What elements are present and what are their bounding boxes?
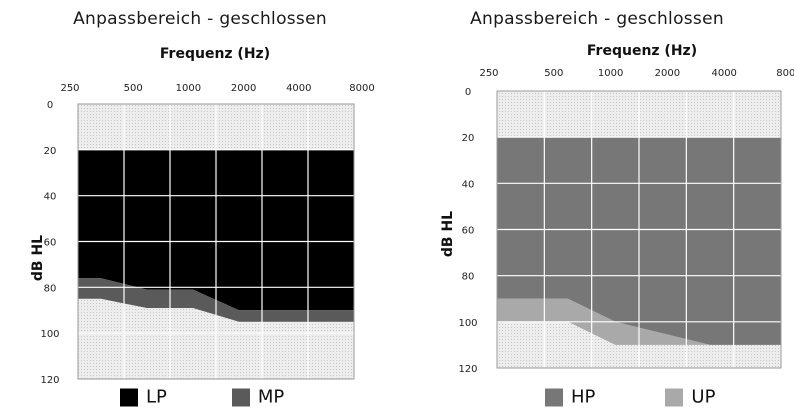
y-tick-label: 100 <box>40 329 59 340</box>
y-tick-label: 100 <box>458 318 477 329</box>
y-tick-label: 60 <box>462 226 475 237</box>
y-tick-label: 120 <box>458 364 477 375</box>
x-tick-label: 4000 <box>711 68 736 79</box>
x-tick-label: 2000 <box>655 68 680 79</box>
x-tick-label: 8000 <box>776 68 794 79</box>
x-tick-label: 1000 <box>598 68 623 79</box>
y-tick-label: 40 <box>44 192 57 203</box>
x-tick-label: 4000 <box>286 83 311 94</box>
y-tick-label: 0 <box>47 100 53 111</box>
chart-left: Anpassbereich - geschlossen Frequenz (Hz… <box>30 9 375 408</box>
legend-label-mp: MP <box>257 386 285 408</box>
plot-area: 250 500 1000 2000 4000 8000 0 20 40 60 80 100 120 <box>458 68 794 375</box>
legend-item: LP <box>120 387 167 408</box>
legend-swatch-up <box>665 388 684 406</box>
y-tick-label: 0 <box>465 87 471 98</box>
y-tick-label: 120 <box>40 375 59 386</box>
x-tick-label: 1000 <box>176 83 201 94</box>
legend-label-hp: HP <box>571 386 596 408</box>
legend-swatch-lp <box>120 388 138 406</box>
x-tick-label: 2000 <box>231 83 256 94</box>
legend-swatch-hp <box>545 388 563 406</box>
x-tick-label: 500 <box>124 83 143 94</box>
chart-right: Anpassbereich - geschlossen Frequenz (Hz… <box>400 0 794 413</box>
plot-border <box>496 90 782 369</box>
y-tick-label: 20 <box>462 133 475 144</box>
chart-title: Anpassbereich - geschlossen <box>470 9 724 29</box>
x-tick-label: 500 <box>544 68 563 79</box>
plot-border <box>77 103 355 380</box>
y-tick-label: 80 <box>44 283 57 294</box>
legend-label-lp: LP <box>146 386 167 408</box>
legend-item: MP <box>231 386 285 408</box>
legend-label-up: UP <box>691 386 716 408</box>
x-tick-label: 8000 <box>349 83 374 94</box>
y-tick-label: 60 <box>44 238 57 249</box>
x-tick-label: 250 <box>60 83 79 94</box>
y-tick-label: 80 <box>462 272 475 283</box>
x-axis-label: Frequenz (Hz) <box>586 43 698 59</box>
plot-area: 250 500 1000 2000 4000 8000 0 20 40 60 80 100 120 <box>40 83 374 386</box>
x-axis-label: Frequenz (Hz) <box>159 46 271 62</box>
legend: HP UP <box>545 387 715 408</box>
legend: LP MP <box>120 387 284 408</box>
area-up <box>497 298 781 345</box>
legend-swatch-mp <box>231 388 250 406</box>
y-tick-label: 20 <box>44 146 57 157</box>
legend-item: HP <box>545 387 595 408</box>
y-tick-label: 40 <box>462 179 475 190</box>
x-tick-label: 250 <box>479 68 498 79</box>
legend-item: UP <box>665 387 715 408</box>
chart-title: Anpassbereich - geschlossen <box>73 9 327 29</box>
